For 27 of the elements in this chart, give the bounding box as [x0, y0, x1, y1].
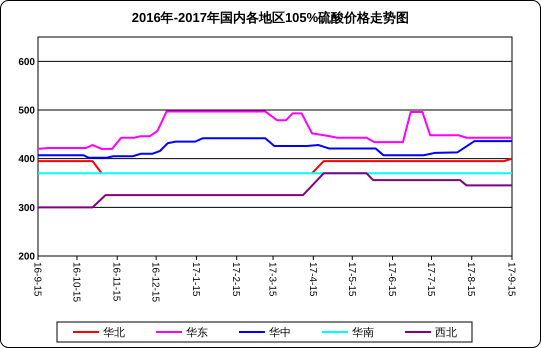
x-tick-label: 17-3-15	[266, 262, 278, 297]
x-tick-label: 17-7-15	[424, 262, 436, 297]
x-tick-label: 17-2-15	[230, 262, 242, 297]
y-tick-label: 400	[18, 154, 36, 166]
legend-label: 华中	[269, 326, 291, 339]
x-tick-label: 17-6-15	[386, 262, 398, 297]
x-tick-label: 17-1-15	[190, 262, 201, 297]
legend-label: 华南	[352, 326, 374, 339]
line-series	[37, 137, 513, 159]
x-tick-label: 16-12-15	[150, 262, 161, 302]
x-tick-label: 16-9-15	[32, 262, 42, 297]
x-tick-label: 17-5-15	[346, 262, 357, 297]
line-series	[37, 172, 513, 208]
legend-label: 华东	[186, 326, 208, 339]
chart-title: 2016年-2017年国内各地区105%硫酸价格走势图	[132, 10, 410, 25]
y-tick-label: 500	[18, 106, 36, 116]
legend-label: 华北	[103, 326, 125, 339]
x-tick-label: 17-9-15	[506, 262, 516, 297]
legend-label: 西北	[435, 326, 457, 339]
y-tick-label: 600	[18, 56, 36, 68]
y-tick-label: 200	[18, 252, 36, 262]
x-tick-label: 16-10-15	[70, 262, 82, 302]
line-series	[37, 110, 513, 150]
x-tick-label: 17-4-15	[306, 262, 318, 297]
y-tick-label: 300	[18, 202, 36, 214]
x-tick-label: 17-8-15	[465, 262, 476, 297]
x-tick-label: 16-11-15	[110, 262, 122, 302]
